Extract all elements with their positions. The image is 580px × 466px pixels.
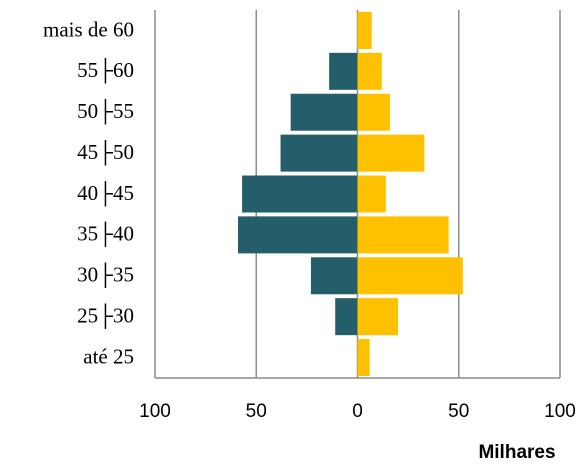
x-tick-label: 0 — [352, 401, 363, 422]
y-tick-label: 35├40 — [77, 221, 134, 248]
bar — [238, 216, 358, 254]
bar — [357, 52, 382, 90]
bar — [280, 134, 358, 172]
bar — [242, 175, 358, 213]
bar — [357, 339, 370, 377]
x-axis-label: Milhares — [478, 442, 555, 463]
bar — [357, 216, 449, 254]
bar — [335, 298, 358, 336]
bar — [329, 52, 358, 90]
x-tick-label: 50 — [246, 401, 267, 422]
bar — [357, 11, 372, 49]
y-tick-label: mais de 60 — [43, 17, 134, 41]
x-tick-label: 100 — [139, 401, 171, 422]
bar — [290, 93, 358, 131]
bar — [357, 175, 386, 213]
y-tick-label: 25├30 — [77, 302, 134, 329]
y-tick-label: 50├55 — [77, 98, 134, 125]
y-tick-label: 30├35 — [77, 262, 134, 289]
bar — [357, 134, 425, 172]
bar — [357, 257, 463, 295]
y-tick-label: 55├60 — [77, 57, 134, 84]
x-tick-label: 100 — [544, 401, 576, 422]
y-tick-label: 45├50 — [77, 139, 134, 166]
bar — [357, 93, 390, 131]
y-tick-label: 40├45 — [77, 180, 134, 207]
bar — [357, 298, 398, 336]
x-tick-label: 50 — [448, 401, 469, 422]
y-tick-label: até 25 — [83, 344, 134, 368]
bar — [310, 257, 358, 295]
